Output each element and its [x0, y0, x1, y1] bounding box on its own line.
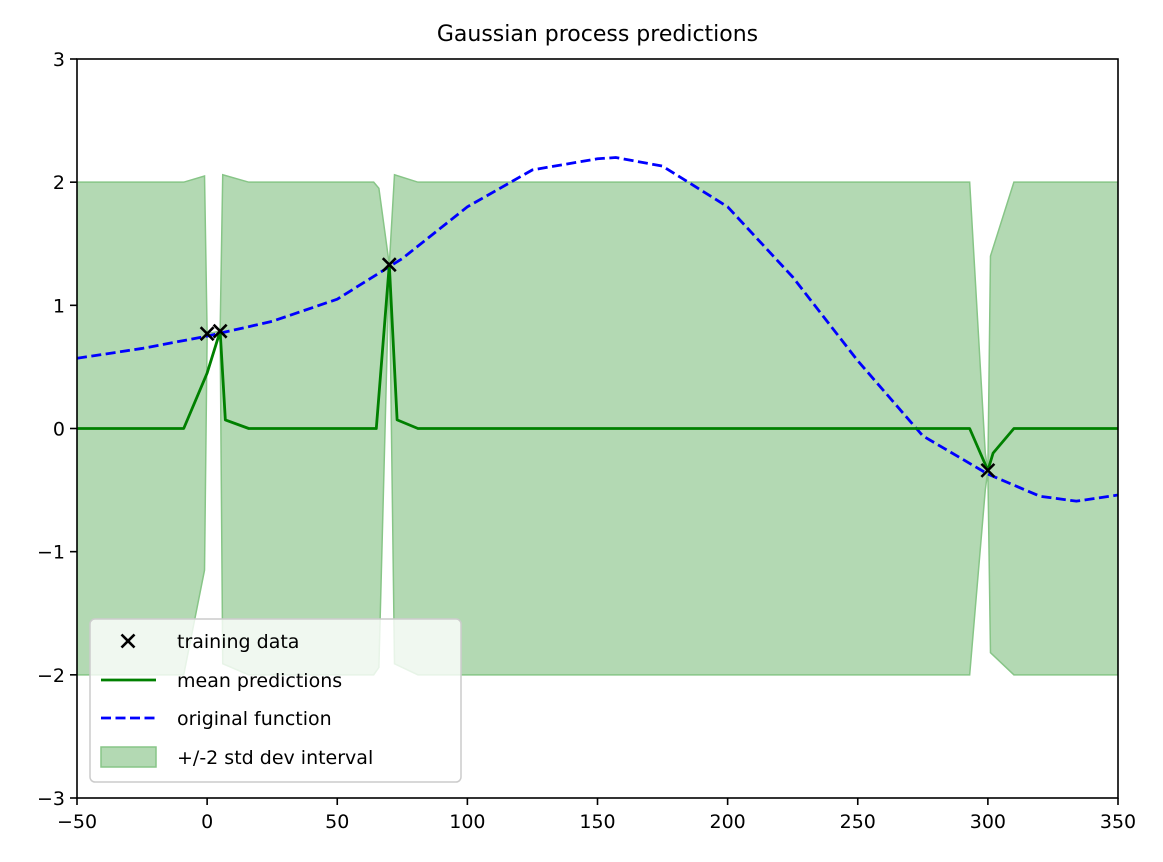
y-tick-label: −2: [37, 665, 65, 687]
training-marker-stroke: [980, 462, 996, 478]
legend-label: +/-2 std dev interval: [177, 747, 373, 769]
legend-box: [89, 618, 462, 783]
x-tick-label: 50: [325, 811, 349, 833]
y-tick-label: −1: [37, 542, 65, 564]
legend-label: mean predictions: [177, 670, 342, 692]
y-tick-label: −3: [37, 788, 65, 810]
legend-training-marker: [120, 633, 136, 649]
legend-entry: training data: [120, 631, 299, 653]
legend-entry: mean predictions: [101, 670, 342, 692]
training-data-point: [199, 326, 215, 342]
y-tick-label: 2: [53, 172, 65, 194]
y-tick-label: 1: [53, 295, 65, 317]
x-tick-label: 350: [1100, 811, 1136, 833]
y-tick-label: 3: [53, 49, 65, 71]
legend-label: training data: [177, 631, 299, 653]
x-tick-label: 100: [449, 811, 485, 833]
x-tick-label: 200: [709, 811, 745, 833]
original-function-line: [77, 156, 1118, 503]
x-tick-label: 300: [970, 811, 1006, 833]
plot-area: [77, 156, 1118, 676]
training-data-point: [381, 257, 397, 273]
x-tick-label: 250: [840, 811, 876, 833]
std-dev-band: [77, 173, 1118, 676]
plot-inner: [77, 156, 1118, 676]
legend-label: original function: [177, 708, 332, 730]
chart-title: Gaussian process predictions: [437, 22, 758, 47]
legend: training data mean predictions original fu…: [89, 618, 462, 783]
x-tick-label: 150: [579, 811, 615, 833]
training-marker-stroke: [199, 326, 215, 342]
training-marker-stroke: [381, 257, 397, 273]
x-tick-label: 0: [201, 811, 213, 833]
training-data-point: [980, 462, 996, 478]
axes: −50 0 50 100 150 200 250 300 350 −3 −2 −1 0 1 2 3: [37, 49, 1136, 833]
x-tick-label: −50: [57, 811, 97, 833]
training-data-point: [212, 323, 228, 339]
legend-entry: original function: [101, 708, 332, 730]
legend-band-swatch: [100, 746, 157, 768]
legend-entry: +/-2 std dev interval: [100, 746, 373, 769]
training-marker-stroke: [212, 323, 228, 339]
y-tick-label: 0: [53, 419, 65, 441]
